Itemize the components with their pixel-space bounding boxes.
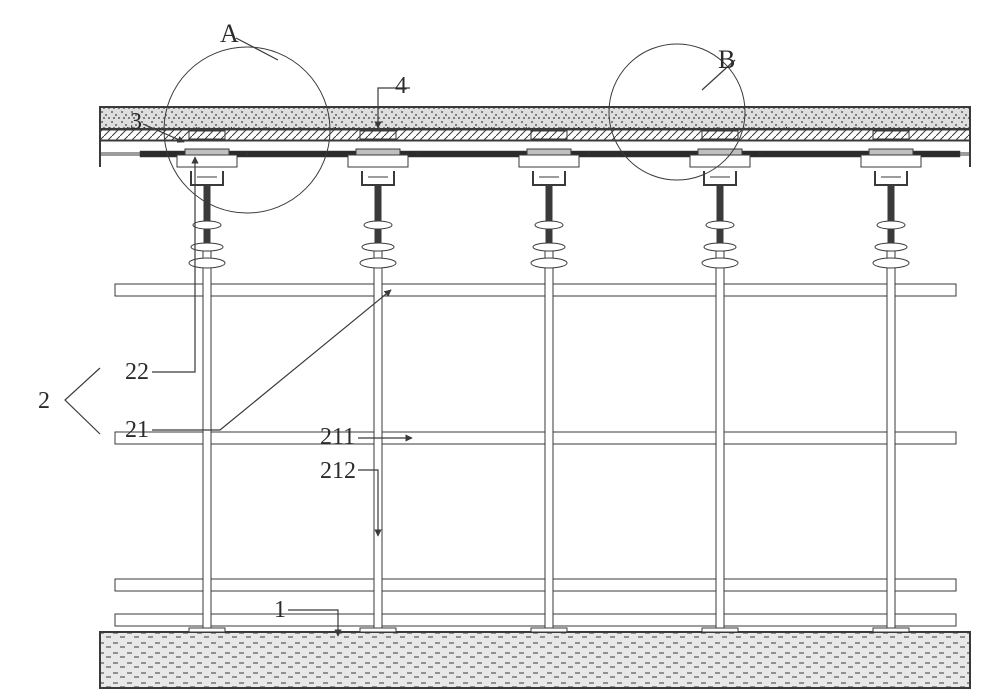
callout-A: A	[220, 19, 239, 48]
callout-211: 211	[320, 424, 355, 450]
diagram-canvas: 1 2 3 4 21 22 211 212 A B	[0, 0, 1000, 697]
callout-4: 4	[395, 73, 407, 99]
horizontal-braces	[115, 284, 956, 626]
deck-layers	[100, 107, 970, 167]
foundation-slab	[100, 632, 970, 688]
callout-1: 1	[274, 597, 286, 623]
callout-212: 212	[320, 458, 356, 484]
callout-21: 21	[125, 417, 149, 443]
callout-22: 22	[125, 359, 149, 385]
vertical-posts	[189, 171, 909, 632]
callout-3: 3	[130, 109, 142, 135]
callout-B: B	[718, 45, 735, 74]
callout-2: 2	[38, 388, 50, 414]
